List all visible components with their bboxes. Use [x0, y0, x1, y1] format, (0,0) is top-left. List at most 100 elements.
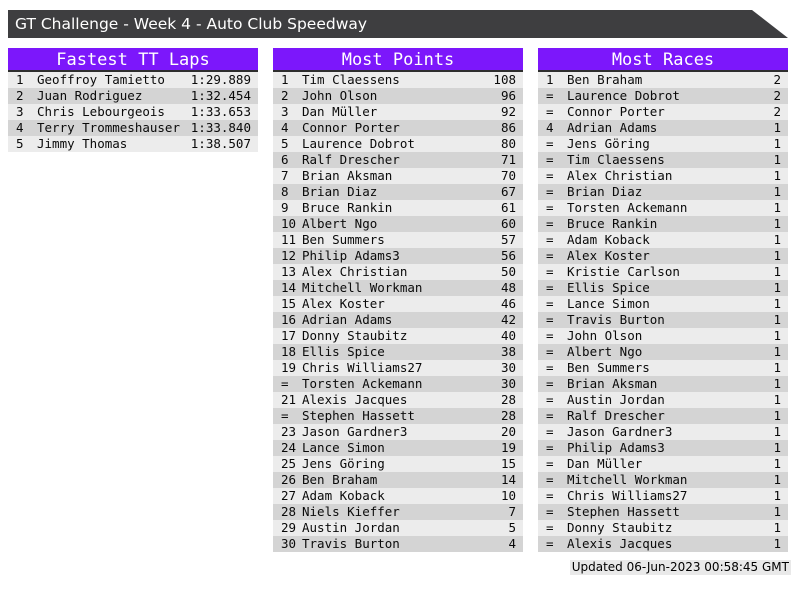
races-cell: 2 [773, 88, 781, 103]
driver-name-cell: Alex Christian [567, 168, 673, 183]
rank-cell: 1 [281, 72, 289, 87]
table-row: 14 Mitchell Workman 48 [273, 280, 523, 296]
table-row: 23 Jason Gardner3 20 [273, 424, 523, 440]
driver-name-cell: Kristie Carlson [567, 264, 680, 279]
table-row: 3 Chris Lebourgeois 1:33.653 [8, 104, 258, 120]
points-cell: 7 [508, 504, 516, 519]
races-cell: 1 [773, 248, 781, 263]
points-cell: 96 [500, 88, 516, 103]
table-row: = Jens Göring 1 [538, 136, 788, 152]
table-header-most-races: Most Races [538, 48, 788, 72]
rank-cell: = [546, 408, 554, 423]
points-cell: 38 [500, 344, 516, 359]
lap-time-cell: 1:33.653 [190, 104, 251, 119]
points-cell: 30 [500, 360, 516, 375]
table-row: = Kristie Carlson 1 [538, 264, 788, 280]
table-row: 1 Ben Braham 2 [538, 72, 788, 88]
table-body-fastest-tt-laps: 1 Geoffroy Tamietto 1:29.889 2 Juan Rodr… [8, 72, 258, 152]
table-row: 30 Travis Burton 4 [273, 536, 523, 552]
table-row: 12 Philip Adams3 56 [273, 248, 523, 264]
points-cell: 70 [500, 168, 516, 183]
page-title: GT Challenge - Week 4 - Auto Club Speedw… [15, 15, 368, 33]
points-cell: 61 [500, 200, 516, 215]
title-bar: GT Challenge - Week 4 - Auto Club Speedw… [8, 10, 788, 38]
leaderboards-container: Fastest TT Laps 1 Geoffroy Tamietto 1:29… [8, 48, 800, 552]
rank-cell: 12 [281, 248, 297, 263]
driver-name-cell: Adam Koback [302, 488, 385, 503]
driver-name-cell: Adrian Adams [567, 120, 658, 135]
rank-cell: = [546, 536, 554, 551]
driver-name-cell: Torsten Ackemann [302, 376, 423, 391]
points-cell: 14 [500, 472, 516, 487]
driver-name-cell: Niels Kieffer [302, 504, 400, 519]
races-cell: 1 [773, 392, 781, 407]
races-cell: 1 [773, 360, 781, 375]
leaderboard-most-points: Most Points 1 Tim Claessens 108 2 John O… [273, 48, 523, 552]
rank-cell: 19 [281, 360, 297, 375]
rank-cell: 10 [281, 216, 297, 231]
table-row: 4 Connor Porter 86 [273, 120, 523, 136]
driver-name-cell: Juan Rodriguez [37, 88, 143, 103]
rank-cell: 26 [281, 472, 297, 487]
rank-cell: = [546, 520, 554, 535]
driver-name-cell: Ben Braham [567, 72, 643, 87]
rank-cell: 9 [281, 200, 289, 215]
leaderboard-fastest-tt-laps: Fastest TT Laps 1 Geoffroy Tamietto 1:29… [8, 48, 258, 152]
races-cell: 1 [773, 536, 781, 551]
driver-name-cell: Ralf Drescher [302, 152, 400, 167]
races-cell: 1 [773, 296, 781, 311]
table-row: = Stephen Hassett 1 [538, 504, 788, 520]
rank-cell: 4 [546, 120, 554, 135]
table-row: = Connor Porter 2 [538, 104, 788, 120]
table-header-most-points: Most Points [273, 48, 523, 72]
rank-cell: 4 [16, 120, 24, 135]
table-row: 11 Ben Summers 57 [273, 232, 523, 248]
rank-cell: = [546, 152, 554, 167]
points-cell: 108 [493, 72, 516, 87]
driver-name-cell: Stephen Hassett [302, 408, 415, 423]
rank-cell: 25 [281, 456, 297, 471]
rank-cell: = [546, 472, 554, 487]
driver-name-cell: Chris Lebourgeois [37, 104, 165, 119]
table-row: 9 Bruce Rankin 61 [273, 200, 523, 216]
table-row: 19 Chris Williams27 30 [273, 360, 523, 376]
races-cell: 1 [773, 312, 781, 327]
points-cell: 28 [500, 408, 516, 423]
rank-cell: 23 [281, 424, 297, 439]
rank-cell: 27 [281, 488, 297, 503]
table-row: = Brian Aksman 1 [538, 376, 788, 392]
races-cell: 1 [773, 488, 781, 503]
rank-cell: 21 [281, 392, 297, 407]
rank-cell: 17 [281, 328, 297, 343]
table-row: = Lance Simon 1 [538, 296, 788, 312]
rank-cell: 5 [281, 136, 289, 151]
races-cell: 1 [773, 216, 781, 231]
rank-cell: 29 [281, 520, 297, 535]
rank-cell: 14 [281, 280, 297, 295]
table-row: = Philip Adams3 1 [538, 440, 788, 456]
races-cell: 1 [773, 264, 781, 279]
driver-name-cell: Travis Burton [567, 312, 665, 327]
rank-cell: 5 [16, 136, 24, 151]
points-cell: 20 [500, 424, 516, 439]
driver-name-cell: Alexis Jacques [567, 536, 673, 551]
lap-time-cell: 1:29.889 [190, 72, 251, 87]
driver-name-cell: Alex Koster [302, 296, 385, 311]
table-row: 4 Terry Trommeshauser 1:33.840 [8, 120, 258, 136]
driver-name-cell: Jens Göring [302, 456, 385, 471]
rank-cell: 13 [281, 264, 297, 279]
rank-cell: = [546, 136, 554, 151]
driver-name-cell: Ellis Spice [567, 280, 650, 295]
table-row: = Jason Gardner3 1 [538, 424, 788, 440]
rank-cell: 11 [281, 232, 297, 247]
driver-name-cell: Alex Koster [567, 248, 650, 263]
table-row: 7 Brian Aksman 70 [273, 168, 523, 184]
rank-cell: = [546, 360, 554, 375]
races-cell: 1 [773, 344, 781, 359]
rank-cell: = [546, 280, 554, 295]
rank-cell: 28 [281, 504, 297, 519]
rank-cell: = [546, 344, 554, 359]
driver-name-cell: Albert Ngo [302, 216, 378, 231]
points-cell: 40 [500, 328, 516, 343]
points-cell: 67 [500, 184, 516, 199]
